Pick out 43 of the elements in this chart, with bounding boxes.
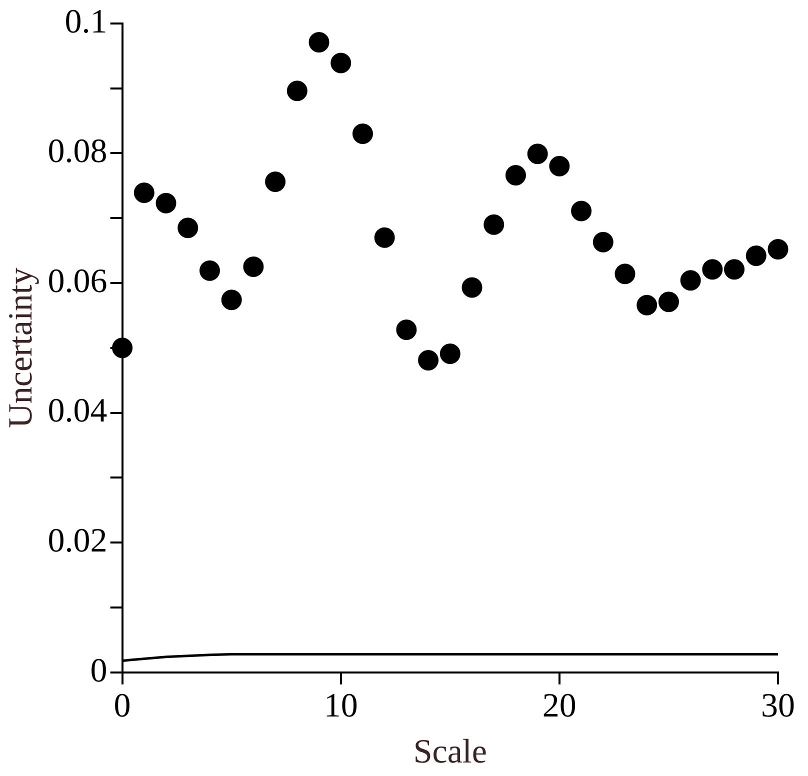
point bbox=[396, 319, 417, 340]
point bbox=[484, 214, 504, 235]
point bbox=[636, 294, 658, 316]
y-axis-title: Uncertainty bbox=[2, 268, 40, 428]
point bbox=[156, 192, 176, 214]
point bbox=[199, 260, 220, 281]
point bbox=[724, 259, 745, 280]
y-tick-label: 0.1 bbox=[64, 3, 108, 40]
x-tick-label: 0 bbox=[114, 688, 131, 725]
point bbox=[265, 172, 286, 192]
point bbox=[527, 144, 548, 164]
point bbox=[308, 32, 330, 52]
y-tick-label: 0 bbox=[90, 652, 108, 690]
point bbox=[768, 239, 788, 260]
point bbox=[243, 256, 264, 278]
point bbox=[462, 277, 482, 298]
point bbox=[746, 245, 766, 266]
x-tick-label: 10 bbox=[324, 688, 358, 725]
point bbox=[680, 270, 701, 291]
point bbox=[592, 232, 614, 252]
point bbox=[330, 52, 352, 74]
point bbox=[418, 350, 439, 370]
point bbox=[571, 200, 592, 222]
point bbox=[549, 156, 570, 176]
x-tick-label: 20 bbox=[542, 688, 576, 725]
point bbox=[178, 218, 198, 238]
point bbox=[658, 292, 679, 312]
point bbox=[614, 264, 636, 284]
x-axis-title: Scale bbox=[413, 734, 487, 771]
point bbox=[286, 80, 308, 102]
point bbox=[440, 343, 460, 364]
point bbox=[134, 182, 154, 204]
point bbox=[374, 227, 395, 248]
point bbox=[112, 338, 133, 358]
point bbox=[221, 290, 242, 310]
x-tick-label: 30 bbox=[761, 688, 795, 725]
y-tick-label: 0.04 bbox=[48, 392, 108, 430]
point bbox=[702, 259, 723, 280]
point bbox=[352, 123, 373, 144]
point bbox=[505, 165, 526, 186]
y-tick-label: 0.08 bbox=[48, 133, 108, 170]
y-tick-label: 0.02 bbox=[48, 522, 108, 560]
y-tick-label: 0.06 bbox=[48, 262, 108, 300]
